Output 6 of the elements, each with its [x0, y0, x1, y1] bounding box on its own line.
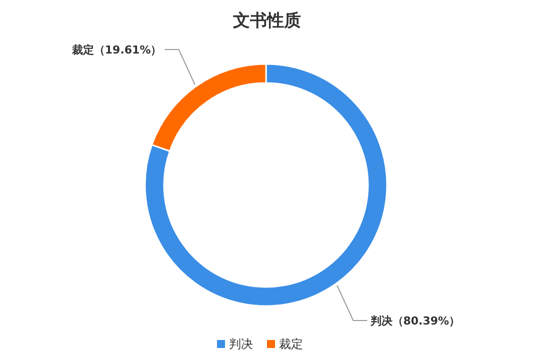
- category-label: 判决（80.39%）: [370, 314, 460, 328]
- category-label: 裁定（19.61%）: [72, 43, 162, 56]
- legend-label: 裁定: [279, 337, 303, 352]
- donut-slice: [144, 63, 388, 307]
- legend-label: 判决: [229, 337, 253, 352]
- chart-title: 文书性质: [232, 11, 301, 31]
